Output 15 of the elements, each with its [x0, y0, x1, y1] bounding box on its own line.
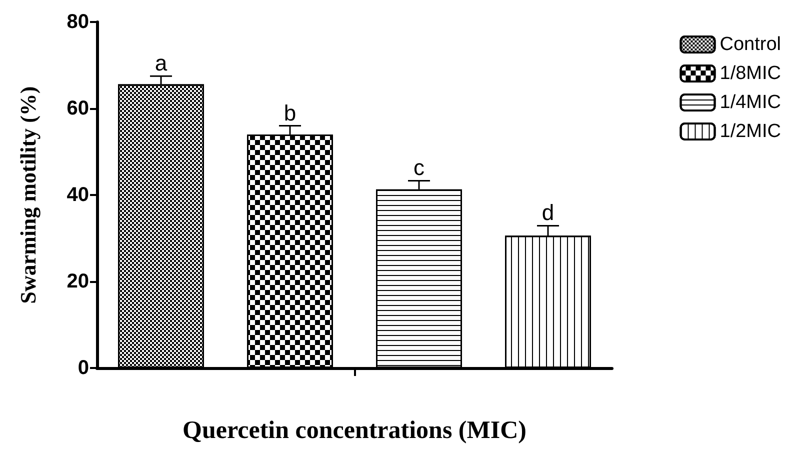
annotation: c [414, 155, 424, 180]
legend-label: 1/8MIC [720, 63, 781, 84]
x-axis-title: Quercetin concentrations (MIC) [182, 417, 526, 444]
legend-label: 1/4MIC [720, 92, 781, 113]
y-tick-label: 0 [78, 357, 89, 379]
y-tick-label: 40 [66, 184, 89, 206]
legend-label: 1/2MIC [720, 121, 781, 142]
y-tick-label: 60 [66, 98, 89, 120]
y-axis-title: Swarming motility (%) [16, 86, 40, 304]
annotation: d [542, 200, 554, 226]
y-tick-label: 20 [66, 270, 89, 292]
annotation: b [284, 100, 296, 126]
y-tick-label: 80 [66, 11, 89, 33]
legend-label: Control [720, 34, 781, 55]
annotation: a [154, 50, 168, 76]
